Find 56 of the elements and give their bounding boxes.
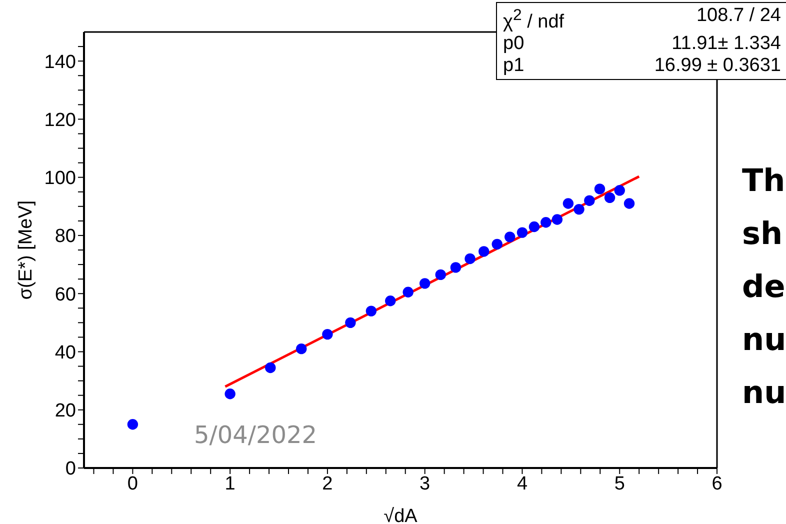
point bbox=[492, 238, 502, 250]
point bbox=[478, 246, 490, 257]
point bbox=[435, 269, 446, 280]
point bbox=[366, 306, 377, 316]
annotation: p0 bbox=[503, 33, 526, 56]
text: sh bbox=[742, 215, 784, 254]
point bbox=[385, 296, 396, 306]
point bbox=[584, 195, 595, 206]
x-axis-title: √dA bbox=[384, 506, 418, 524]
annotation: p1 bbox=[503, 55, 526, 78]
y-tick-label: 60 bbox=[54, 284, 76, 306]
point bbox=[574, 204, 584, 215]
point bbox=[562, 198, 574, 209]
point bbox=[528, 221, 540, 232]
point bbox=[624, 198, 635, 209]
point bbox=[127, 419, 138, 430]
x-tick-label: 6 bbox=[712, 473, 722, 494]
x-tick-label: 5 bbox=[614, 473, 625, 494]
point bbox=[540, 217, 552, 228]
point bbox=[296, 343, 307, 354]
point bbox=[516, 227, 528, 238]
point bbox=[504, 232, 516, 242]
y-tick-label: 120 bbox=[44, 110, 76, 131]
point bbox=[265, 362, 276, 374]
point bbox=[552, 214, 563, 225]
annotation: 16.99 ± 0.3631 bbox=[653, 55, 781, 78]
point bbox=[450, 262, 462, 273]
point bbox=[224, 388, 236, 400]
text: Th bbox=[742, 162, 786, 201]
point bbox=[594, 184, 606, 194]
point bbox=[614, 185, 625, 196]
y-tick-label: 100 bbox=[44, 168, 76, 190]
point bbox=[464, 253, 476, 264]
y-tick-label: 140 bbox=[44, 52, 76, 73]
annotation: χ$^{2}$ / ndf bbox=[503, 6, 564, 34]
x-tick-label: 0 bbox=[127, 473, 138, 494]
point bbox=[345, 317, 356, 328]
y-tick-label: 80 bbox=[54, 226, 76, 248]
text: nu bbox=[742, 374, 786, 413]
x-tick-label: 4 bbox=[516, 473, 528, 494]
annotation: 11.91± 1.334 bbox=[670, 33, 781, 56]
y-axis-title: σ(E*) [MeV] bbox=[16, 200, 36, 300]
annotation: 5/04/2022 bbox=[194, 421, 318, 449]
point bbox=[322, 328, 333, 340]
x-tick-label: 1 bbox=[224, 473, 236, 494]
point bbox=[419, 278, 430, 289]
text: de bbox=[742, 268, 786, 307]
y-tick-label: 20 bbox=[54, 400, 76, 422]
x-tick-label: 2 bbox=[322, 473, 333, 494]
point bbox=[402, 286, 414, 298]
x-tick-label: 3 bbox=[420, 473, 430, 494]
y-tick-label: 40 bbox=[54, 342, 76, 364]
text: nu bbox=[742, 321, 786, 360]
y-tick-label: 0 bbox=[65, 458, 76, 480]
point bbox=[604, 192, 616, 204]
text: 108.7 / 24 bbox=[695, 5, 781, 28]
